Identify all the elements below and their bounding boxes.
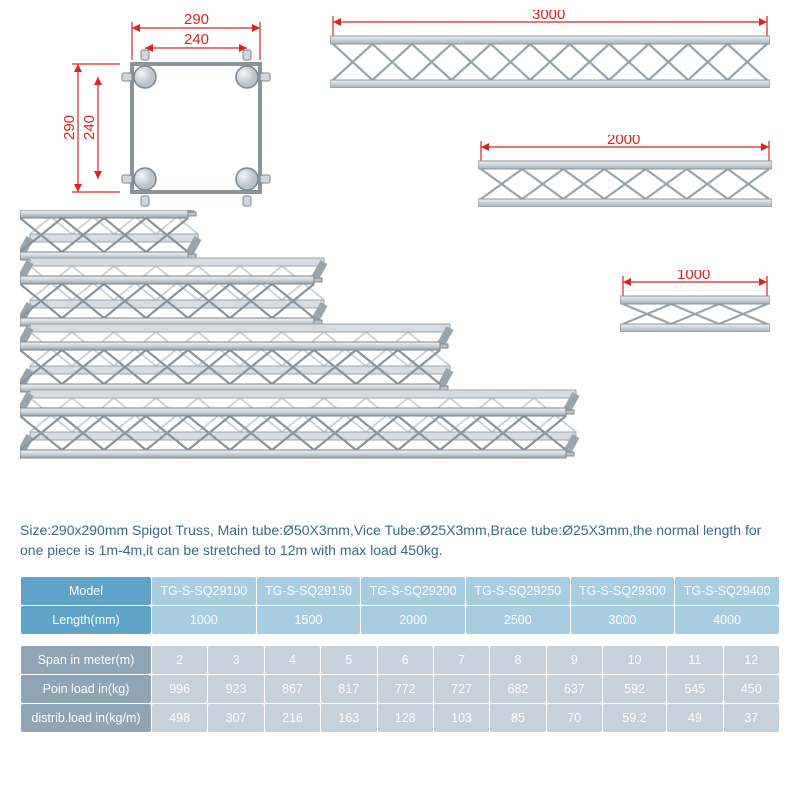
cell: 867 bbox=[265, 675, 320, 703]
cell: 49 bbox=[667, 704, 722, 732]
row-header: Model bbox=[21, 577, 151, 605]
cross-section-diagram: 290 240 290 24 bbox=[50, 10, 280, 210]
cell: 59.2 bbox=[603, 704, 666, 732]
cell: 592 bbox=[603, 675, 666, 703]
row-header: distrib.load in(kg/m) bbox=[21, 704, 151, 732]
cell: 1000 bbox=[152, 606, 256, 634]
cell: 817 bbox=[321, 675, 376, 703]
cell: 11 bbox=[667, 646, 722, 674]
cell: 498 bbox=[152, 704, 207, 732]
truss-iso-stack bbox=[20, 210, 640, 515]
cell: 2000 bbox=[361, 606, 465, 634]
cell: 545 bbox=[667, 675, 722, 703]
truss-side-3000: 3000 bbox=[330, 10, 770, 88]
cell: TG-S-SQ29400 bbox=[675, 577, 779, 605]
cell: 5 bbox=[321, 646, 376, 674]
svg-text:3000: 3000 bbox=[532, 10, 565, 23]
dim-inner-left: 240 bbox=[81, 115, 98, 140]
cell: TG-S-SQ29250 bbox=[466, 577, 570, 605]
cell: 2500 bbox=[466, 606, 570, 634]
truss-side-2000: 2000 bbox=[478, 135, 772, 207]
cell: TG-S-SQ29300 bbox=[571, 577, 675, 605]
model-length-table: ModelTG-S-SQ29100TG-S-SQ29150TG-S-SQ2920… bbox=[20, 576, 780, 635]
product-description: Size:290x290mm Spigot Truss, Main tube:Ø… bbox=[20, 520, 780, 561]
cell: 37 bbox=[724, 704, 779, 732]
cell: 128 bbox=[378, 704, 433, 732]
cell: 2 bbox=[152, 646, 207, 674]
dim-inner-top: 240 bbox=[184, 31, 209, 48]
cell: 163 bbox=[321, 704, 376, 732]
cell: 727 bbox=[434, 675, 489, 703]
dim-outer-left: 290 bbox=[61, 115, 78, 140]
cell: 4000 bbox=[675, 606, 779, 634]
cell: 307 bbox=[208, 704, 263, 732]
spec-tables: ModelTG-S-SQ29100TG-S-SQ29150TG-S-SQ2920… bbox=[20, 576, 780, 733]
cell: 923 bbox=[208, 675, 263, 703]
cell: 682 bbox=[490, 675, 545, 703]
row-header: Poin load in(kg) bbox=[21, 675, 151, 703]
cell: 10 bbox=[603, 646, 666, 674]
cell: 772 bbox=[378, 675, 433, 703]
dim-outer-top: 290 bbox=[184, 11, 209, 28]
cell: 12 bbox=[724, 646, 779, 674]
row-header: Length(mm) bbox=[21, 606, 151, 634]
cell: 637 bbox=[547, 675, 602, 703]
cell: TG-S-SQ29200 bbox=[361, 577, 465, 605]
diagram-area: 290 240 290 24 bbox=[0, 0, 800, 500]
cell: 7 bbox=[434, 646, 489, 674]
cell: 216 bbox=[265, 704, 320, 732]
cell: TG-S-SQ29100 bbox=[152, 577, 256, 605]
cell: 450 bbox=[724, 675, 779, 703]
svg-text:2000: 2000 bbox=[607, 135, 640, 148]
cell: 8 bbox=[490, 646, 545, 674]
row-header: Span in meter(m) bbox=[21, 646, 151, 674]
cell: 996 bbox=[152, 675, 207, 703]
cell: 103 bbox=[434, 704, 489, 732]
cell: 9 bbox=[547, 646, 602, 674]
truss-side-1000: 1000 bbox=[620, 270, 770, 332]
cell: 70 bbox=[547, 704, 602, 732]
cell: 3 bbox=[208, 646, 263, 674]
cell: 3000 bbox=[571, 606, 675, 634]
cell: 4 bbox=[265, 646, 320, 674]
svg-text:1000: 1000 bbox=[677, 270, 710, 283]
cell: 85 bbox=[490, 704, 545, 732]
cell: TG-S-SQ29150 bbox=[257, 577, 361, 605]
load-span-table: Span in meter(m)23456789101112 Poin load … bbox=[20, 645, 780, 733]
cell: 6 bbox=[378, 646, 433, 674]
cell: 1500 bbox=[257, 606, 361, 634]
